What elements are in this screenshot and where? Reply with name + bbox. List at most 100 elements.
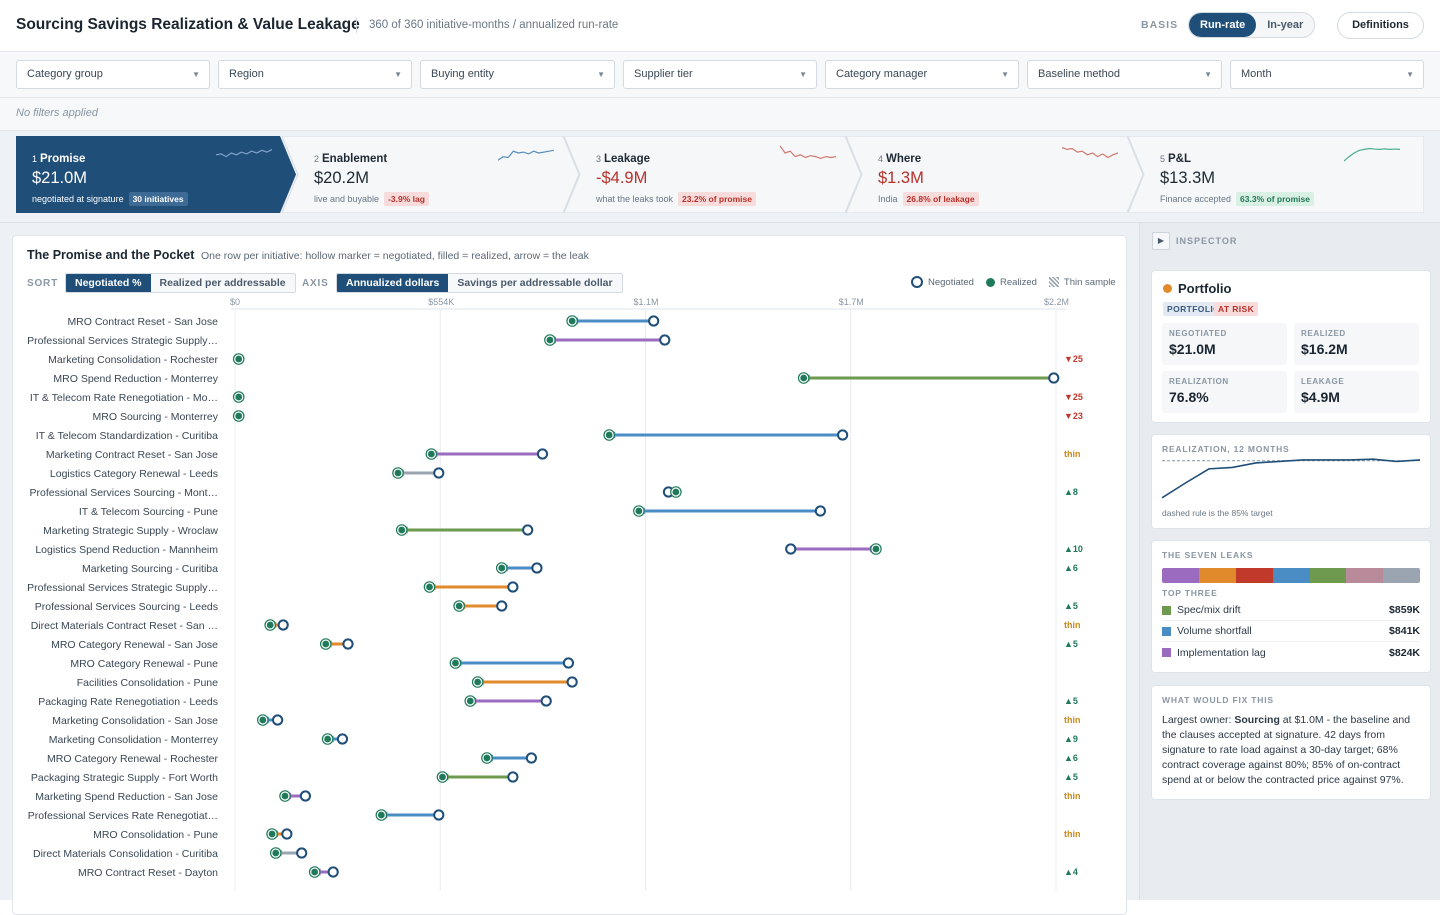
realized-marker xyxy=(466,697,474,705)
chart-row[interactable]: Marketing Spend Reduction - San Jose thin xyxy=(35,790,1081,803)
sort-option-negotiated[interactable]: Negotiated % xyxy=(66,274,151,292)
swatch-icon xyxy=(1162,648,1171,657)
filter-label: Baseline method xyxy=(1038,68,1120,80)
realized-marker xyxy=(259,716,267,724)
realized-marker xyxy=(268,830,276,838)
sparkline-path xyxy=(216,148,272,158)
chart-row[interactable]: IT & Telecom Sourcing - Pune xyxy=(79,505,826,518)
leak-segment[interactable] xyxy=(1272,568,1310,583)
leak-segment[interactable] xyxy=(1346,568,1384,583)
chart-row[interactable]: Professional Services Sourcing - Mont… ▲8 xyxy=(30,486,1078,499)
chart-row[interactable]: MRO Category Renewal - Rochester ▲6 xyxy=(47,752,1078,765)
sort-option-realized[interactable]: Realized per addressable xyxy=(150,274,295,292)
chart-row[interactable]: Professional Services Rate Renegotiat… xyxy=(28,809,445,822)
filter-category-manager[interactable]: Category manager ▼ xyxy=(825,60,1019,89)
legend-negotiated: Negotiated xyxy=(911,276,974,288)
leak-segment[interactable] xyxy=(1235,568,1273,583)
tag-portfolio: PORTFOLIO xyxy=(1163,302,1225,316)
stage-sparkline xyxy=(780,145,836,160)
row-flag: ▼25 xyxy=(1064,392,1083,402)
chart-row[interactable]: Marketing Consolidation - Monterrey ▲9 xyxy=(49,733,1078,746)
row-label: Logistics Spend Reduction - Mannheim xyxy=(35,544,218,556)
chart-title: The Promise and the Pocket xyxy=(27,248,195,262)
kpi-label: REALIZED xyxy=(1301,329,1346,338)
chevron-down-icon: ▼ xyxy=(1406,70,1414,79)
chart-row[interactable]: Packaging Strategic Supply - Fort Worth ▲… xyxy=(31,771,1078,784)
chart-row[interactable]: MRO Category Renewal - Pune xyxy=(70,657,575,670)
chart-row[interactable]: MRO Contract Reset - Dayton ▲4 xyxy=(78,866,1078,879)
chart-row[interactable]: MRO Spend Reduction - Monterrey xyxy=(53,372,1060,385)
chart-row[interactable]: IT & Telecom Rate Renegotiation - Mo… ▼25 xyxy=(30,391,1083,404)
chart-row[interactable]: Direct Materials Consolidation - Curitib… xyxy=(33,847,308,860)
chart-row[interactable]: Marketing Sourcing - Curitiba ▲6 xyxy=(82,562,1078,575)
leak-segment[interactable] xyxy=(1162,568,1199,583)
chart-row[interactable]: Direct Materials Contract Reset - San … t… xyxy=(31,619,1081,632)
value-pipeline: 1 Promise $21.0M negotiated at signature 3… xyxy=(0,131,1440,223)
filter-category-group[interactable]: Category group ▼ xyxy=(16,60,210,89)
filter-bar: Category group ▼ Region ▼ Buying entity ▼ S… xyxy=(0,52,1440,98)
negotiated-marker xyxy=(1048,372,1060,384)
stage-leakage[interactable]: 3 Leakage -$4.9M what the leaks took 23.2%… xyxy=(564,136,861,213)
realized-marker xyxy=(455,602,463,610)
filter-baseline-method[interactable]: Baseline method ▼ xyxy=(1027,60,1222,89)
play-icon[interactable]: ▶ xyxy=(1152,232,1170,250)
stage-promise[interactable]: 1 Promise $21.0M negotiated at signature 3… xyxy=(16,136,296,213)
leak-row[interactable]: Implementation lag $824K xyxy=(1162,642,1420,663)
chart-row[interactable]: Packaging Rate Renegotiation - Leeds ▲5 xyxy=(38,695,1078,708)
row-label: Marketing Strategic Supply - Wroclaw xyxy=(43,525,218,537)
filter-region[interactable]: Region ▼ xyxy=(218,60,412,89)
filter-supplier-tier[interactable]: Supplier tier ▼ xyxy=(623,60,817,89)
chart-row[interactable]: Logistics Category Renewal - Leeds xyxy=(50,467,445,480)
row-flag: ▲5 xyxy=(1064,639,1078,649)
stage-content: 5 P&L $13.3M Finance accepted 63.3% of pro… xyxy=(1160,149,1314,206)
stage-pnl[interactable]: 5 P&L $13.3M Finance accepted 63.3% of pro… xyxy=(1128,136,1424,213)
chart-row[interactable]: IT & Telecom Standardization - Curitiba xyxy=(36,429,849,442)
basis-option-in-year[interactable]: In-year xyxy=(1267,19,1304,31)
axis-option-per-dollar[interactable]: Savings per addressable dollar xyxy=(448,274,622,292)
chart-row[interactable]: Professional Services Sourcing - Leeds ▲5 xyxy=(35,600,1078,613)
filter-buying-entity[interactable]: Buying entity ▼ xyxy=(420,60,615,89)
leak-segment[interactable] xyxy=(1309,568,1347,583)
chart-row[interactable]: MRO Consolidation - Pune thin xyxy=(93,828,1081,841)
leak-row[interactable]: Volume shortfall $841K xyxy=(1162,621,1420,642)
chart-row[interactable]: Facilities Consolidation - Pune xyxy=(77,676,578,689)
definitions-button[interactable]: Definitions xyxy=(1337,12,1424,39)
filter-month[interactable]: Month ▼ xyxy=(1230,60,1424,89)
negotiated-marker xyxy=(281,828,293,840)
kpi-leakage: LEAKAGE $4.9M xyxy=(1294,371,1419,413)
chevron-down-icon: ▼ xyxy=(799,70,807,79)
realized-marker xyxy=(568,317,576,325)
leak-row[interactable]: Spec/mix drift $859K xyxy=(1162,600,1420,621)
row-flag: ▲6 xyxy=(1064,563,1078,573)
chart-row[interactable]: MRO Category Renewal - San Jose ▲5 xyxy=(51,638,1078,651)
portfolio-name: Portfolio xyxy=(1178,281,1232,296)
row-label: MRO Sourcing - Monterrey xyxy=(93,411,219,423)
negotiated-marker xyxy=(507,771,519,783)
dumbbell-chart: $0 $554K $1.1M $1.7M $2.2M MRO Contract Reset… xyxy=(27,297,1083,891)
x-tick-label: $1.7M xyxy=(839,297,864,307)
chart-row[interactable]: MRO Sourcing - Monterrey ▼23 xyxy=(93,410,1083,423)
basis-option-run-rate[interactable]: Run-rate xyxy=(1189,13,1257,37)
chart-row[interactable]: Marketing Strategic Supply - Wroclaw xyxy=(43,524,534,537)
row-label: MRO Contract Reset - San Jose xyxy=(67,316,218,328)
chart-row[interactable]: Professional Services Strategic Supply… xyxy=(27,581,519,594)
row-label: IT & Telecom Rate Renegotiation - Mo… xyxy=(30,392,218,404)
chart-row[interactable]: MRO Contract Reset - San Jose xyxy=(67,315,660,328)
chevron-down-icon: ▼ xyxy=(394,70,402,79)
chart-row[interactable]: Professional Services Strategic Supply… xyxy=(27,334,671,347)
x-tick-label: $554K xyxy=(428,297,454,307)
leak-segment[interactable] xyxy=(1383,568,1420,583)
axis-option-dollars[interactable]: Annualized dollars xyxy=(337,274,449,292)
realized-marker xyxy=(272,849,280,857)
leaks-title: THE SEVEN LEAKS xyxy=(1162,550,1254,560)
chart-row[interactable]: Marketing Consolidation - San Jose thin xyxy=(52,714,1081,727)
chart-row[interactable]: Marketing Consolidation - Rochester ▼25 xyxy=(48,353,1083,366)
stage-where[interactable]: 4 Where $1.3M India 26.8% of leakage xyxy=(846,136,1143,213)
leak-name: Volume shortfall xyxy=(1177,625,1252,637)
chart-row[interactable]: Marketing Contract Reset - San Jose thin xyxy=(46,448,1081,461)
realized-marker xyxy=(427,450,435,458)
stage-name: Promise xyxy=(40,153,86,165)
leak-segment[interactable] xyxy=(1198,568,1236,583)
stage-enablement[interactable]: 2 Enablement $20.2M live and buyable -3.9%… xyxy=(282,136,579,213)
chart-row[interactable]: Logistics Spend Reduction - Mannheim ▲10 xyxy=(35,543,1083,556)
